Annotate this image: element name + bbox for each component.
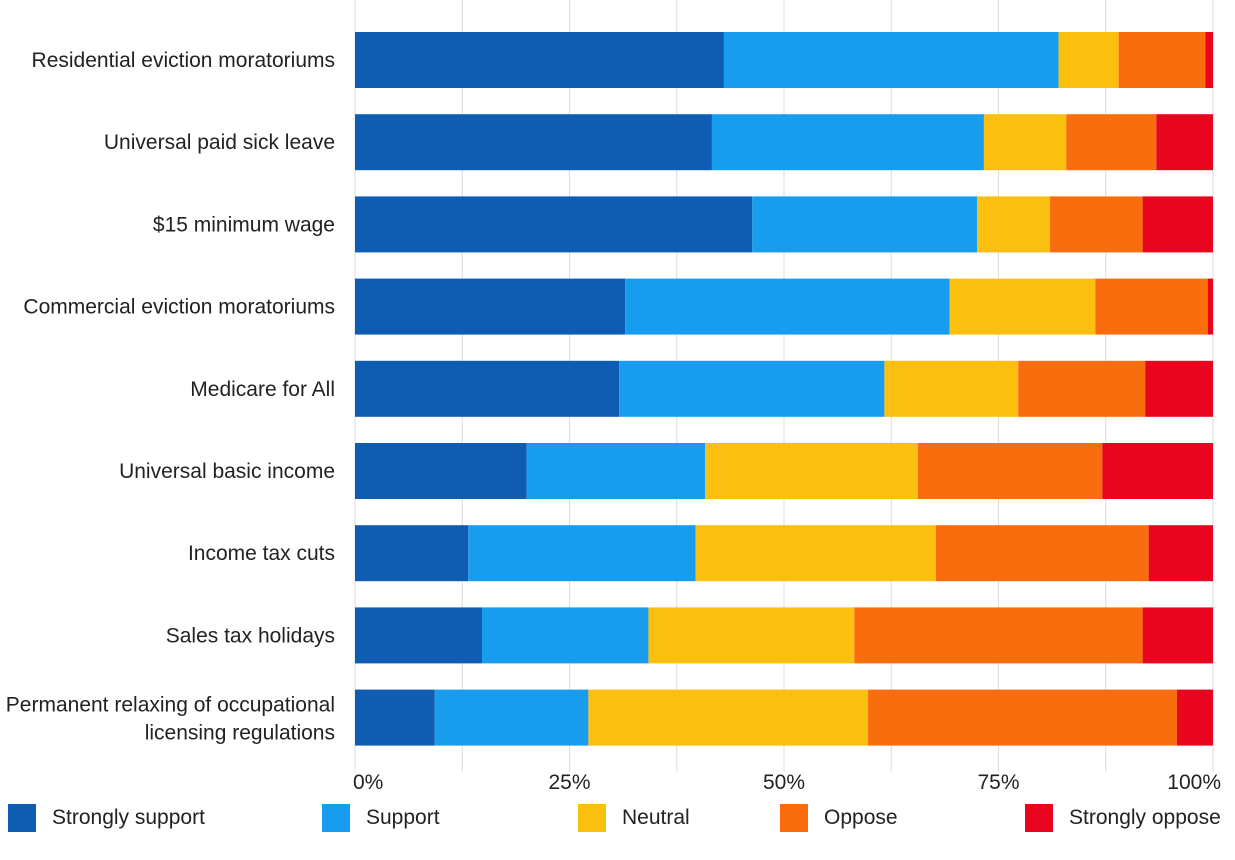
bar-segment [355,443,527,499]
bar-segment [1142,196,1213,253]
category-label: Permanent relaxing of occupational licens… [6,694,335,745]
bar-segment [917,443,1103,499]
legend-item: Strongly support [8,798,205,838]
legend-item: Support [322,798,440,838]
bar-segment [625,278,950,335]
legend-label: Strongly oppose [1069,806,1221,829]
x-tick-label: 25% [548,771,590,794]
bar-segment [1118,32,1206,88]
bars [355,32,1213,746]
bar-segment [1018,360,1146,417]
x-axis-tick-labels: 0% 25% 50% 75% 100% [353,771,1221,794]
bar-segment [355,607,482,664]
bar-segment [1205,32,1213,88]
category-label: Universal paid sick leave [104,131,335,154]
legend-swatch [8,804,36,832]
legend-item: Strongly oppose [1025,798,1221,838]
bar-segment [526,443,706,499]
bar-segment [854,607,1143,664]
category-label: Residential eviction moratoriums [32,49,335,72]
bar-segment [1145,360,1213,417]
bar-segment [355,360,620,417]
bar-segment [1066,114,1157,171]
legend-item: Oppose [780,798,898,838]
bar-segment [949,278,1096,335]
bar-segment [1049,196,1143,253]
category-label: Universal basic income [119,460,335,483]
bar-segment [977,196,1050,253]
bar-segment [983,114,1067,171]
bar-segment [723,32,1059,88]
bar-segment [468,525,696,582]
bar-segment [355,196,753,253]
bar-segment [619,360,885,417]
category-label: Commercial eviction moratoriums [23,296,335,319]
category-label: Income tax cuts [188,542,335,565]
bar-segment [1156,114,1213,171]
category-labels: Residential eviction moratoriums Universa… [6,49,335,745]
bar-segment [434,689,589,746]
bar-segment [1148,525,1213,582]
legend-swatch [1025,804,1053,832]
legend-swatch [780,804,808,832]
bar-segment [355,525,469,582]
x-tick-label: 100% [1167,771,1221,794]
x-tick-label: 50% [763,771,805,794]
legend-swatch [322,804,350,832]
bar-segment [1095,278,1208,335]
legend: Strongly support Support Neutral Oppose Stro… [0,798,1235,838]
bar-segment [695,525,936,582]
bar-segment [355,278,626,335]
category-label: $15 minimum wage [153,213,335,236]
bar-segment [1102,443,1213,499]
legend-label: Support [366,806,440,829]
bar-segment [355,689,435,746]
category-label: Medicare for All [190,378,335,401]
x-tick-label: 75% [977,771,1019,794]
bar-segment [1176,689,1213,746]
bar-segment [355,32,724,88]
bar-segment [648,607,855,664]
bar-segment [1142,607,1213,664]
bar-segment [935,525,1149,582]
x-tick-label: 0% [353,771,383,794]
bar-segment [752,196,978,253]
bar-segment [1058,32,1119,88]
bar-segment [481,607,649,664]
bar-segment [711,114,984,171]
bar-segment [588,689,869,746]
bar-segment [1207,278,1213,335]
legend-swatch [578,804,606,832]
bar-segment [705,443,918,499]
bar-segment [868,689,1177,746]
bar-segment [884,360,1019,417]
legend-label: Neutral [622,806,690,829]
bar-segment [355,114,712,171]
legend-label: Strongly support [52,806,205,829]
legend-label: Oppose [824,806,898,829]
legend-item: Neutral [578,798,690,838]
category-label: Sales tax holidays [166,624,335,647]
